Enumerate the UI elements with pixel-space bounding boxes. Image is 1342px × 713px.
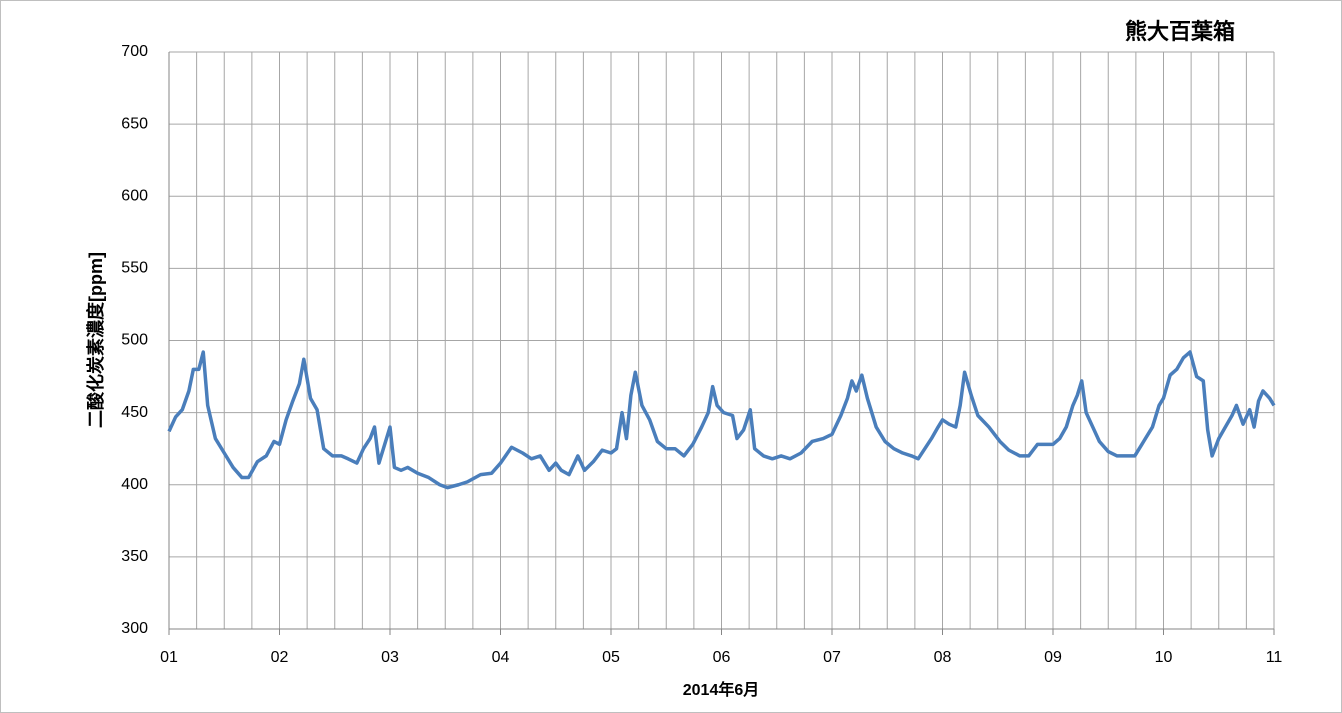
x-tick-label: 09 (1044, 649, 1062, 666)
chart-title: 熊大百葉箱 (1125, 19, 1235, 44)
x-tick-label: 01 (160, 649, 178, 666)
x-tick-label: 02 (271, 649, 289, 666)
y-tick-label: 450 (121, 404, 148, 421)
x-tick-label: 05 (602, 649, 620, 666)
y-tick-label: 400 (121, 476, 148, 493)
y-tick-label: 350 (121, 548, 148, 565)
y-tick-label: 650 (121, 115, 148, 132)
data-line (167, 350, 1276, 490)
x-tick-label: 11 (1266, 649, 1283, 666)
x-axis-title: 2014年6月 (683, 680, 760, 699)
x-tick-label: 10 (1155, 649, 1173, 666)
x-tick-label: 03 (381, 649, 399, 666)
y-axis-title: 二酸化炭素濃度[ppm] (85, 252, 106, 428)
y-tick-label: 600 (121, 187, 148, 204)
y-tick-label: 550 (121, 260, 148, 277)
y-tick-label: 300 (121, 620, 148, 637)
y-tick-label: 500 (121, 332, 148, 349)
x-tick-label: 08 (934, 649, 952, 666)
x-tick-label: 06 (713, 649, 731, 666)
x-tick-label: 07 (823, 649, 841, 666)
x-tick-label: 04 (492, 649, 510, 666)
y-tick-label: 700 (121, 43, 148, 60)
